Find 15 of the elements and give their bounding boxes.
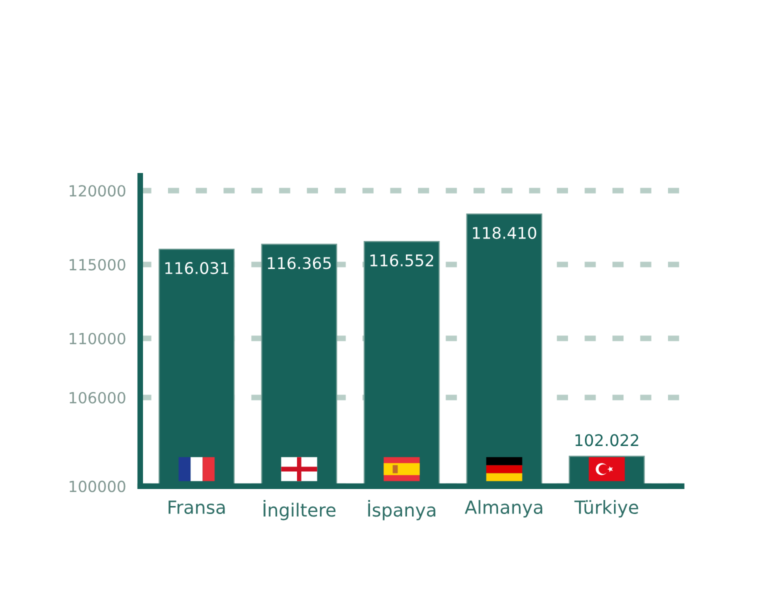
y-tick-label: 115000 <box>70 258 126 271</box>
y-tick-label: 100000 <box>70 480 126 492</box>
data-label: 116.365 <box>268 257 331 270</box>
y-tick-label: 120000 <box>70 185 126 197</box>
y-tick-label: 106000 <box>70 392 126 404</box>
data-label: 102.022 <box>576 434 638 446</box>
x-tick-label: Fransa <box>168 500 225 514</box>
y-tick-label: 110000 <box>70 332 126 344</box>
data-label: 118.410 <box>472 226 536 239</box>
x-tick-label: İspanya <box>368 500 436 520</box>
data-label: 116.552 <box>370 254 434 266</box>
x-tick-label: Türkiye <box>574 500 638 518</box>
x-tick-label: İngiltere <box>264 500 336 520</box>
data-label: 116.031 <box>165 262 228 274</box>
x-tick-label: Almanya <box>464 500 542 518</box>
